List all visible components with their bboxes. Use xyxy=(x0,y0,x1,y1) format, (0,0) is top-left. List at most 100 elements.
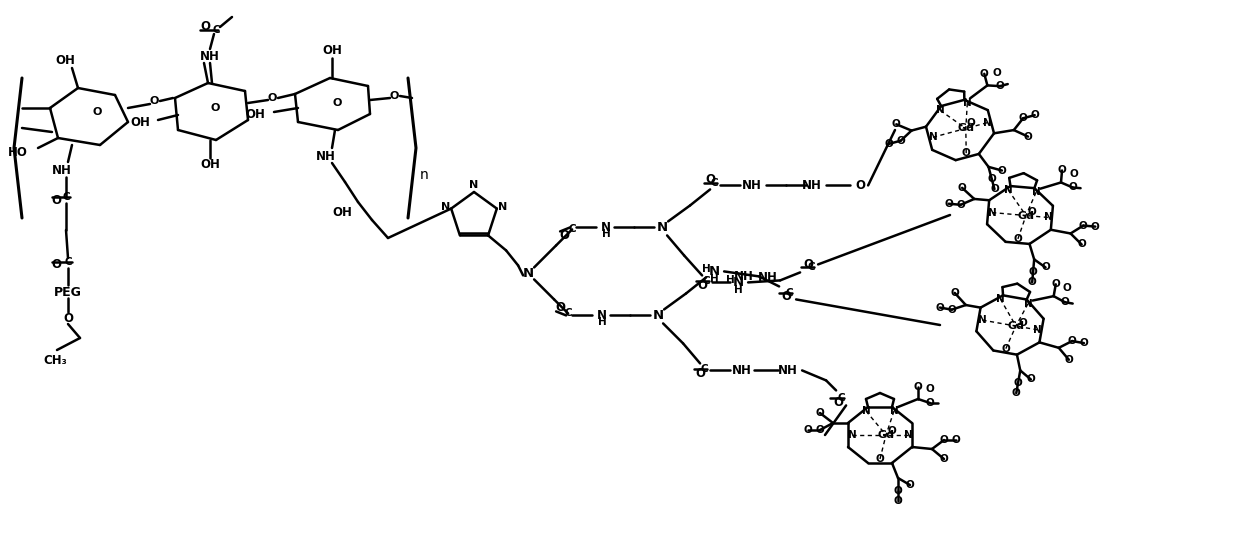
Text: O: O xyxy=(706,173,715,186)
Text: N: N xyxy=(929,132,937,142)
Text: N: N xyxy=(848,430,857,440)
Text: HO: HO xyxy=(9,146,29,159)
Text: OH: OH xyxy=(322,44,342,57)
Text: O: O xyxy=(332,98,342,108)
Text: O: O xyxy=(1042,263,1050,272)
Text: O: O xyxy=(1030,110,1039,120)
Text: O: O xyxy=(1080,338,1089,348)
Text: O: O xyxy=(875,454,884,464)
Text: C: C xyxy=(564,309,572,318)
Text: C: C xyxy=(837,393,844,404)
Text: O: O xyxy=(987,174,996,184)
Text: H: H xyxy=(702,264,711,275)
Text: O: O xyxy=(1079,220,1087,230)
Text: O: O xyxy=(1002,344,1011,353)
Text: NH: NH xyxy=(779,364,799,377)
Text: O: O xyxy=(956,200,965,210)
Text: O: O xyxy=(559,229,569,242)
Text: NH: NH xyxy=(732,364,751,377)
Text: O: O xyxy=(947,305,956,315)
Text: N: N xyxy=(601,221,611,234)
Text: N: N xyxy=(522,267,533,280)
Text: O: O xyxy=(816,425,825,435)
Text: O: O xyxy=(1060,297,1069,307)
Text: O: O xyxy=(966,118,975,128)
Text: C: C xyxy=(64,257,72,267)
Text: O: O xyxy=(556,301,565,314)
Text: H: H xyxy=(601,229,610,240)
Text: O: O xyxy=(951,435,960,445)
Text: N: N xyxy=(936,106,945,115)
Text: O: O xyxy=(936,302,945,312)
Text: O: O xyxy=(992,68,1001,78)
Text: O: O xyxy=(268,93,277,103)
Text: O: O xyxy=(856,179,866,192)
Text: NH: NH xyxy=(52,164,72,177)
Text: OH: OH xyxy=(332,207,352,219)
Text: O: O xyxy=(149,96,159,106)
Text: O: O xyxy=(892,119,900,129)
Text: NH: NH xyxy=(758,271,777,284)
Text: O: O xyxy=(905,480,914,490)
Text: Gd: Gd xyxy=(957,124,975,133)
Text: O: O xyxy=(1013,379,1022,388)
Text: N: N xyxy=(862,406,870,416)
Text: O: O xyxy=(990,184,999,194)
Text: O: O xyxy=(697,279,707,292)
Text: Gd: Gd xyxy=(878,430,894,440)
Text: N: N xyxy=(652,309,663,322)
Text: O: O xyxy=(885,139,894,149)
Text: N: N xyxy=(1003,185,1013,195)
Text: O: O xyxy=(781,290,791,303)
Text: C: C xyxy=(807,263,815,272)
Text: O: O xyxy=(51,194,61,207)
Text: NH: NH xyxy=(734,270,754,283)
Text: O: O xyxy=(1019,113,1028,123)
Text: O: O xyxy=(696,367,706,380)
Text: O: O xyxy=(940,454,949,464)
Text: C: C xyxy=(568,224,575,235)
Text: PEG: PEG xyxy=(55,286,82,299)
Text: O: O xyxy=(957,183,966,193)
Text: OH: OH xyxy=(130,115,150,129)
Text: CH₃: CH₃ xyxy=(43,353,67,366)
Text: O: O xyxy=(200,20,210,33)
Text: OH: OH xyxy=(55,55,74,67)
Text: N: N xyxy=(1023,299,1033,309)
Text: O: O xyxy=(925,384,935,394)
Text: N: N xyxy=(708,265,719,278)
Text: N: N xyxy=(440,202,450,212)
Text: C: C xyxy=(62,192,69,202)
Text: C: C xyxy=(711,178,718,188)
Text: O: O xyxy=(996,81,1004,91)
Text: C: C xyxy=(701,364,708,374)
Text: N: N xyxy=(498,202,507,212)
Text: NH: NH xyxy=(200,49,219,62)
Text: O: O xyxy=(1024,132,1033,142)
Text: O: O xyxy=(63,311,73,324)
Text: H: H xyxy=(734,286,743,295)
Text: N: N xyxy=(982,118,992,128)
Text: N: N xyxy=(988,207,997,218)
Text: O: O xyxy=(1068,336,1076,346)
Text: N: N xyxy=(1032,187,1040,197)
Text: O: O xyxy=(1064,355,1074,365)
Text: N: N xyxy=(656,221,667,234)
Text: O: O xyxy=(92,107,102,117)
Text: NH: NH xyxy=(802,179,822,192)
Text: O: O xyxy=(833,396,843,409)
Text: C: C xyxy=(702,276,711,287)
Text: N: N xyxy=(904,430,913,440)
Text: O: O xyxy=(888,426,897,436)
Text: O: O xyxy=(894,486,903,496)
Text: O: O xyxy=(1063,283,1071,293)
Text: O: O xyxy=(914,382,923,392)
Text: O: O xyxy=(816,408,825,418)
Text: N: N xyxy=(963,98,972,108)
Text: O: O xyxy=(1078,240,1086,249)
Text: N: N xyxy=(1033,325,1042,335)
Text: O: O xyxy=(1027,375,1035,385)
Text: C: C xyxy=(785,288,792,299)
Text: OH: OH xyxy=(200,159,219,172)
Text: O: O xyxy=(940,435,949,445)
